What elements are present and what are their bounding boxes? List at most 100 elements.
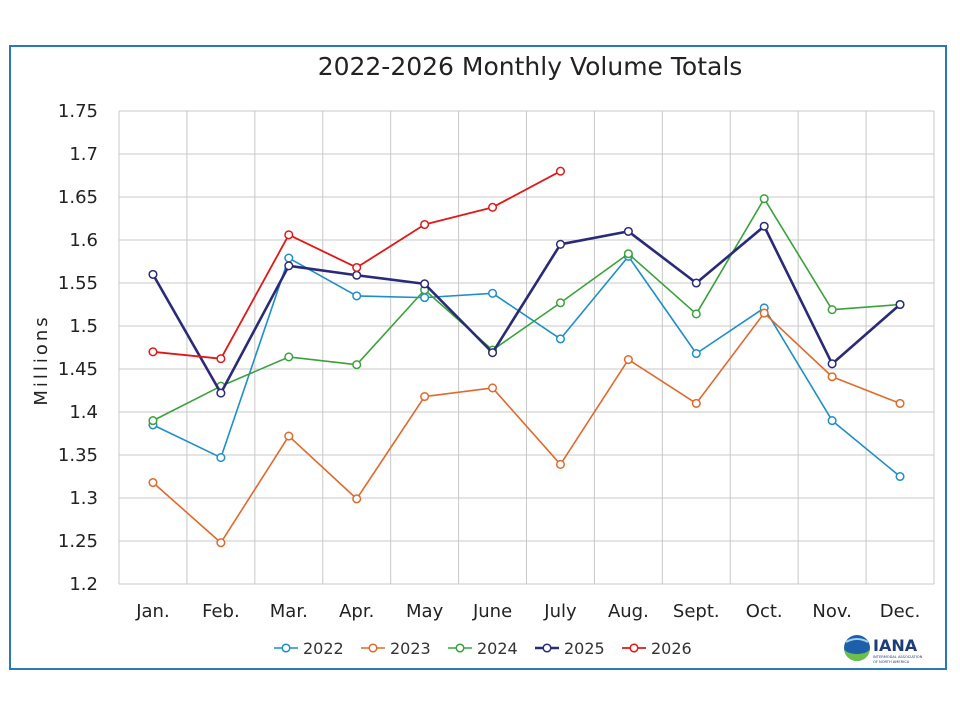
legend-label: 2026 bbox=[651, 639, 692, 658]
chart-title: 2022-2026 Monthly Volume Totals bbox=[318, 52, 743, 81]
data-point bbox=[284, 352, 294, 362]
data-point bbox=[487, 202, 498, 212]
data-point bbox=[691, 348, 701, 359]
y-tick-label: 1.65 bbox=[58, 187, 98, 208]
y-tick-label: 1.4 bbox=[69, 402, 98, 423]
data-point bbox=[148, 477, 158, 488]
y-axis-label: Millions bbox=[31, 314, 52, 405]
data-point bbox=[895, 471, 905, 482]
data-point bbox=[216, 354, 226, 364]
data-point bbox=[420, 293, 430, 303]
y-tick-label: 1.5 bbox=[69, 316, 98, 337]
data-point bbox=[352, 262, 362, 273]
y-tick-label: 1.7 bbox=[69, 144, 98, 165]
legend-item: 2023 bbox=[361, 639, 431, 658]
data-point bbox=[216, 538, 226, 548]
x-axis-ticks: Jan. Feb. Mar. Apr. May June July Aug. Sept. Oct.… bbox=[135, 601, 920, 622]
series-lines bbox=[148, 166, 905, 548]
data-point bbox=[284, 230, 294, 240]
data-point bbox=[352, 270, 362, 280]
globe-swoosh bbox=[844, 648, 870, 661]
data-point bbox=[623, 354, 633, 365]
data-point bbox=[148, 347, 158, 357]
x-tick-label: Mar. bbox=[270, 601, 308, 622]
x-tick-label: July bbox=[543, 601, 577, 622]
legend-label: 2024 bbox=[477, 639, 518, 658]
x-tick-label: Nov. bbox=[812, 601, 851, 622]
x-tick-label: May bbox=[406, 601, 444, 622]
data-point bbox=[216, 388, 226, 398]
data-point bbox=[691, 398, 701, 408]
series-line bbox=[152, 312, 901, 544]
legend: 2022 2023 2024 2025 2026 bbox=[274, 639, 692, 658]
x-tick-label: Dec. bbox=[880, 601, 921, 622]
data-point bbox=[487, 383, 498, 393]
series-2025 bbox=[148, 221, 905, 398]
legend-label: 2022 bbox=[303, 639, 344, 658]
logo-name: IANA bbox=[873, 636, 918, 655]
legend-item: 2026 bbox=[622, 639, 692, 658]
data-point bbox=[420, 279, 430, 289]
data-point bbox=[827, 416, 837, 426]
chart-frame bbox=[9, 45, 947, 670]
data-point bbox=[284, 431, 294, 441]
data-point bbox=[284, 261, 294, 271]
legend-marker bbox=[281, 643, 291, 653]
logo-subtitle-2: OF NORTH AMERICA bbox=[873, 660, 910, 664]
data-point bbox=[827, 359, 837, 369]
globe-highlight bbox=[845, 638, 869, 643]
data-point bbox=[352, 360, 362, 370]
data-point bbox=[827, 305, 837, 315]
gridlines bbox=[118, 110, 935, 585]
y-tick-label: 1.6 bbox=[69, 230, 98, 251]
data-point bbox=[759, 194, 769, 204]
y-tick-label: 1.55 bbox=[58, 273, 98, 294]
data-point bbox=[555, 239, 566, 249]
data-point bbox=[148, 269, 158, 279]
data-point bbox=[827, 372, 837, 382]
data-point bbox=[352, 494, 362, 504]
data-point bbox=[555, 334, 566, 344]
data-point bbox=[623, 249, 633, 259]
y-tick-label: 1.25 bbox=[58, 531, 98, 552]
data-point bbox=[759, 221, 769, 231]
data-point bbox=[555, 298, 566, 308]
data-point bbox=[148, 416, 158, 426]
x-tick-label: Jan. bbox=[135, 601, 169, 622]
series-line bbox=[152, 197, 901, 422]
x-tick-label: Feb. bbox=[202, 601, 240, 622]
legend-item: 2024 bbox=[448, 639, 518, 658]
data-point bbox=[352, 291, 362, 301]
series-line bbox=[152, 255, 901, 478]
series-2026 bbox=[148, 166, 566, 364]
y-tick-label: 1.35 bbox=[58, 445, 98, 466]
y-tick-label: 1.45 bbox=[58, 359, 98, 380]
y-tick-label: 1.3 bbox=[69, 488, 98, 509]
logo-subtitle-1: INTERMODAL ASSOCIATION bbox=[873, 655, 923, 659]
y-tick-label: 1.2 bbox=[69, 574, 98, 595]
data-point bbox=[420, 391, 430, 402]
data-point bbox=[623, 226, 633, 236]
y-tick-label: 1.75 bbox=[58, 101, 98, 122]
x-tick-label: Apr. bbox=[339, 601, 374, 622]
data-point bbox=[420, 219, 430, 230]
data-point bbox=[691, 278, 701, 288]
legend-item: 2022 bbox=[274, 639, 344, 658]
data-point bbox=[895, 299, 905, 310]
legend-label: 2023 bbox=[390, 639, 431, 658]
x-tick-label: Oct. bbox=[746, 601, 783, 622]
data-point bbox=[284, 253, 294, 263]
y-axis-ticks: 1.2 1.25 1.3 1.35 1.4 1.45 1.5 1.55 1.6 1.65 1.7 1.… bbox=[58, 101, 98, 595]
legend-item: 2025 bbox=[535, 639, 605, 658]
data-point bbox=[691, 309, 701, 319]
data-point bbox=[895, 398, 905, 408]
legend-marker bbox=[368, 643, 378, 653]
legend-marker bbox=[629, 643, 639, 653]
series-line bbox=[151, 224, 901, 395]
iana-logo: IANA INTERMODAL ASSOCIATION OF NORTH AME… bbox=[844, 635, 923, 664]
data-point bbox=[555, 459, 566, 470]
data-point bbox=[487, 348, 498, 358]
data-point bbox=[216, 453, 226, 463]
x-tick-label: Sept. bbox=[673, 601, 720, 622]
